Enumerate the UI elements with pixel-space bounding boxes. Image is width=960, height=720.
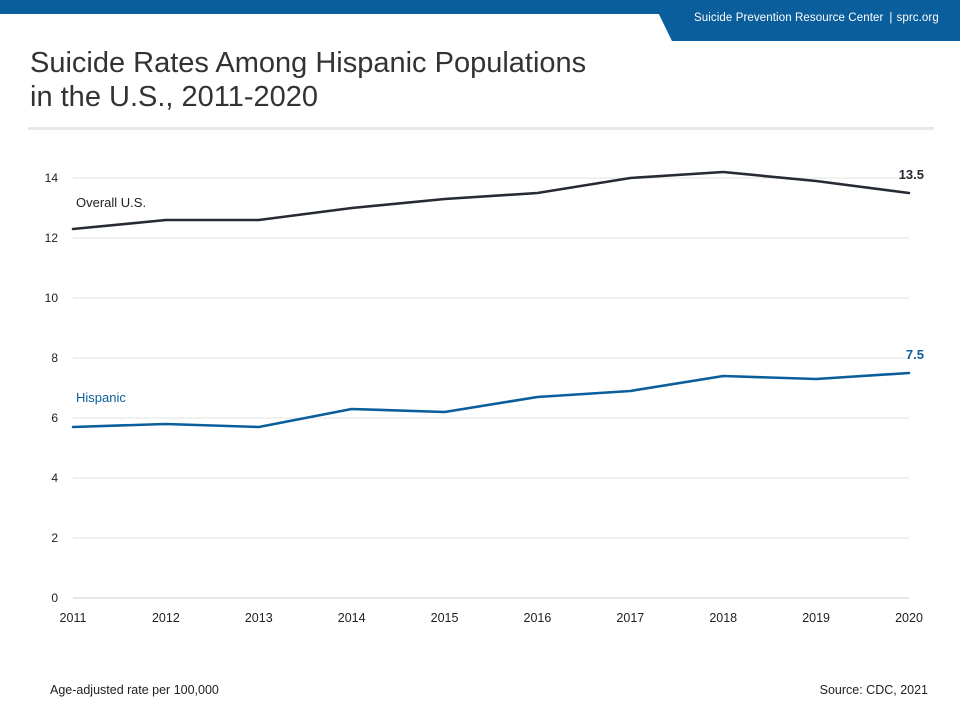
y-tick-label: 14 <box>45 171 59 185</box>
y-tick-label: 6 <box>51 411 58 425</box>
x-tick-label: 2020 <box>895 611 923 625</box>
end-value-label: 13.5 <box>899 167 924 182</box>
brand[interactable]: Suicide Prevention Resource Center | sprc.… <box>694 12 939 24</box>
title-line-1: Suicide Rates Among Hispanic Populations <box>30 47 587 79</box>
x-tick-label: 2018 <box>709 611 737 625</box>
x-tick-label: 2015 <box>431 611 459 625</box>
series-label: Overall U.S. <box>76 195 146 210</box>
brand-url: sprc.org <box>896 12 939 24</box>
series-line-hispanic <box>71 371 911 429</box>
x-tick-label: 2012 <box>152 611 180 625</box>
y-tick-label: 0 <box>51 591 58 605</box>
x-tick-label: 2019 <box>802 611 830 625</box>
y-tick-label: 2 <box>51 531 58 545</box>
x-tick-label: 2011 <box>60 611 87 625</box>
x-tick-label: 2014 <box>338 611 366 625</box>
y-tick-label: 10 <box>45 291 59 305</box>
brand-name: Suicide Prevention Resource Center <box>694 12 884 24</box>
series-label: Hispanic <box>76 390 126 405</box>
y-tick-label: 4 <box>51 471 58 485</box>
y-tick-label: 12 <box>45 231 59 245</box>
x-tick-label: 2017 <box>616 611 644 625</box>
source-note: Source: CDC, 2021 <box>819 683 928 697</box>
chart-title: Suicide Rates Among Hispanic Populations… <box>30 46 730 114</box>
title-divider <box>28 127 934 130</box>
x-tick-label: 2013 <box>245 611 273 625</box>
title-line-2: in the U.S., 2011-2020 <box>30 81 319 113</box>
end-value-label: 7.5 <box>906 347 924 362</box>
brand-separator: | <box>889 12 893 24</box>
series-line-overall <box>71 170 911 231</box>
x-tick-label: 2016 <box>524 611 552 625</box>
header-tab <box>652 0 960 41</box>
y-tick-label: 8 <box>51 351 58 365</box>
footnote: Age-adjusted rate per 100,000 <box>50 683 219 697</box>
